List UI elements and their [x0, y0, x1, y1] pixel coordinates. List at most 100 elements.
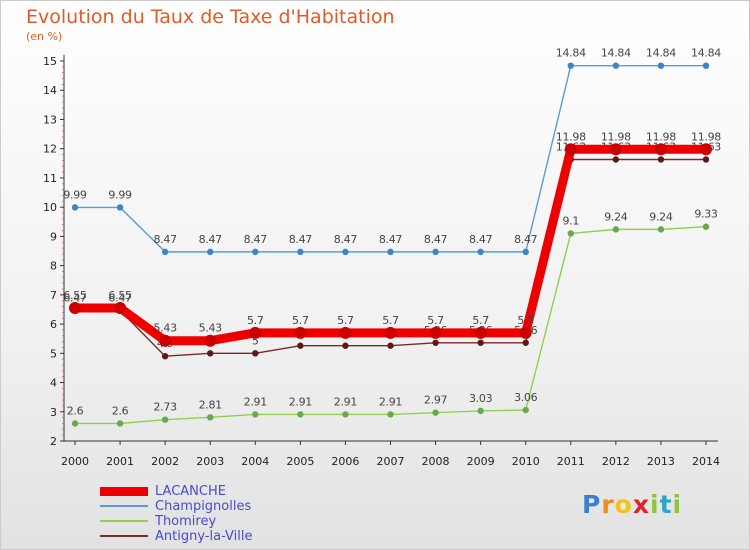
data-point — [207, 414, 214, 421]
data-label: 2.73 — [153, 401, 177, 414]
data-point — [702, 62, 710, 69]
data-label: 5.43 — [199, 322, 223, 335]
data-point — [567, 230, 574, 237]
data-label: 5.7 — [247, 314, 264, 327]
data-label: 8.47 — [334, 233, 358, 246]
data-label: 3.06 — [514, 391, 538, 404]
y-tick-label: 14 — [43, 84, 57, 97]
data-label: 8.47 — [424, 233, 448, 246]
data-label: 8.47 — [244, 233, 268, 246]
x-tick-label: 2001 — [106, 455, 134, 468]
data-point — [432, 339, 439, 346]
data-point — [477, 248, 484, 256]
logo-letter: o — [614, 490, 633, 519]
data-label: 5.7 — [427, 314, 444, 327]
data-point — [657, 62, 665, 69]
data-label: 5.7 — [472, 314, 489, 327]
data-point — [519, 326, 532, 339]
data-point — [387, 342, 394, 349]
data-label: 2.6 — [67, 404, 84, 417]
data-point — [114, 302, 127, 314]
data-label: 8.47 — [514, 233, 538, 246]
y-tick-label: 4 — [50, 377, 57, 390]
series-lacanche: 6.55 6.55 5.43 5.43 5.7 5.7 5.7 5.7 5.7 5.7 5.7 11.… — [63, 130, 722, 347]
series-champignolles: 9.99 9.99 8.47 8.47 8.47 8.47 8.47 8.47 8.47 8.47… — [63, 47, 722, 256]
legend-swatch — [100, 505, 148, 507]
y-tick-label: 11 — [43, 172, 57, 185]
data-point — [522, 406, 529, 414]
data-label: 14.84 — [646, 47, 676, 60]
data-label: 11.98 — [646, 130, 676, 143]
data-label: 14.84 — [556, 47, 586, 60]
data-point — [387, 411, 394, 418]
data-label: 9.99 — [108, 188, 132, 201]
x-tick-label: 2005 — [286, 455, 314, 468]
legend-swatch — [100, 535, 148, 537]
x-tick-label: 2007 — [377, 455, 405, 468]
data-point — [159, 334, 172, 347]
data-point — [297, 248, 304, 256]
data-label: 5.7 — [337, 314, 354, 327]
data-point — [339, 326, 352, 339]
data-label: 11.98 — [601, 130, 631, 143]
logo-letter: P — [582, 490, 602, 519]
proxiti-logo: Proxiti — [582, 490, 682, 519]
x-tick-label: 2014 — [692, 455, 720, 468]
data-label: 6.55 — [108, 289, 132, 302]
logo-letter: t — [659, 490, 673, 519]
data-label: 8.47 — [469, 233, 493, 246]
chart-title: Evolution du Taux de Taxe d'Habitation — [26, 6, 395, 28]
data-label: 9.24 — [649, 210, 673, 223]
x-tick-label: 2008 — [422, 455, 450, 468]
y-tick-label: 13 — [43, 113, 57, 126]
data-point — [71, 204, 79, 211]
logo-letter: i — [650, 490, 660, 519]
data-point — [297, 342, 304, 349]
data-label: 9.33 — [694, 208, 718, 221]
data-point — [387, 248, 394, 256]
data-label: 8.47 — [379, 233, 403, 246]
data-label: 9.99 — [63, 188, 87, 201]
data-point — [207, 350, 214, 357]
data-label: 5.7 — [292, 314, 309, 327]
data-point — [252, 350, 259, 357]
series-line — [75, 64, 706, 253]
data-point — [297, 411, 304, 418]
logo-letter: x — [632, 490, 650, 519]
chart-subtitle: (en %) — [26, 30, 63, 43]
data-label: 14.84 — [691, 47, 721, 60]
data-label: 2.97 — [424, 394, 448, 407]
y-tick-label: 5 — [50, 347, 57, 360]
data-point — [252, 411, 259, 418]
legend-label: Thomirey — [155, 514, 217, 529]
data-label: 2.91 — [244, 395, 267, 408]
y-tick-label: 12 — [43, 143, 57, 156]
data-point — [657, 156, 665, 163]
series-layer: 9.99 9.99 8.47 8.47 8.47 8.47 8.47 8.47 8.47 8.47… — [63, 47, 722, 427]
data-point — [432, 248, 439, 256]
y-tick-label: 8 — [50, 260, 57, 273]
data-label: 11.98 — [556, 130, 586, 143]
data-label: 8.47 — [199, 233, 223, 246]
data-point — [474, 326, 487, 339]
data-label: 5 — [252, 334, 259, 347]
y-tick-label: 7 — [50, 289, 57, 302]
x-tick-label: 2013 — [647, 455, 675, 468]
y-tick-label: 9 — [50, 230, 57, 243]
data-point — [161, 416, 169, 423]
data-point — [477, 339, 484, 346]
data-label: 2.91 — [334, 395, 357, 408]
data-label: 2.81 — [199, 398, 222, 411]
logo-letter: i — [672, 490, 683, 519]
data-point — [567, 62, 574, 69]
data-point — [564, 143, 577, 156]
legend-label: LACANCHE — [155, 484, 226, 499]
data-point — [432, 409, 439, 416]
data-point — [252, 248, 259, 256]
data-label: 3.03 — [469, 392, 493, 405]
data-label: 5.7 — [382, 314, 399, 327]
data-point — [702, 223, 710, 230]
data-point — [249, 326, 262, 339]
data-point — [116, 420, 124, 427]
